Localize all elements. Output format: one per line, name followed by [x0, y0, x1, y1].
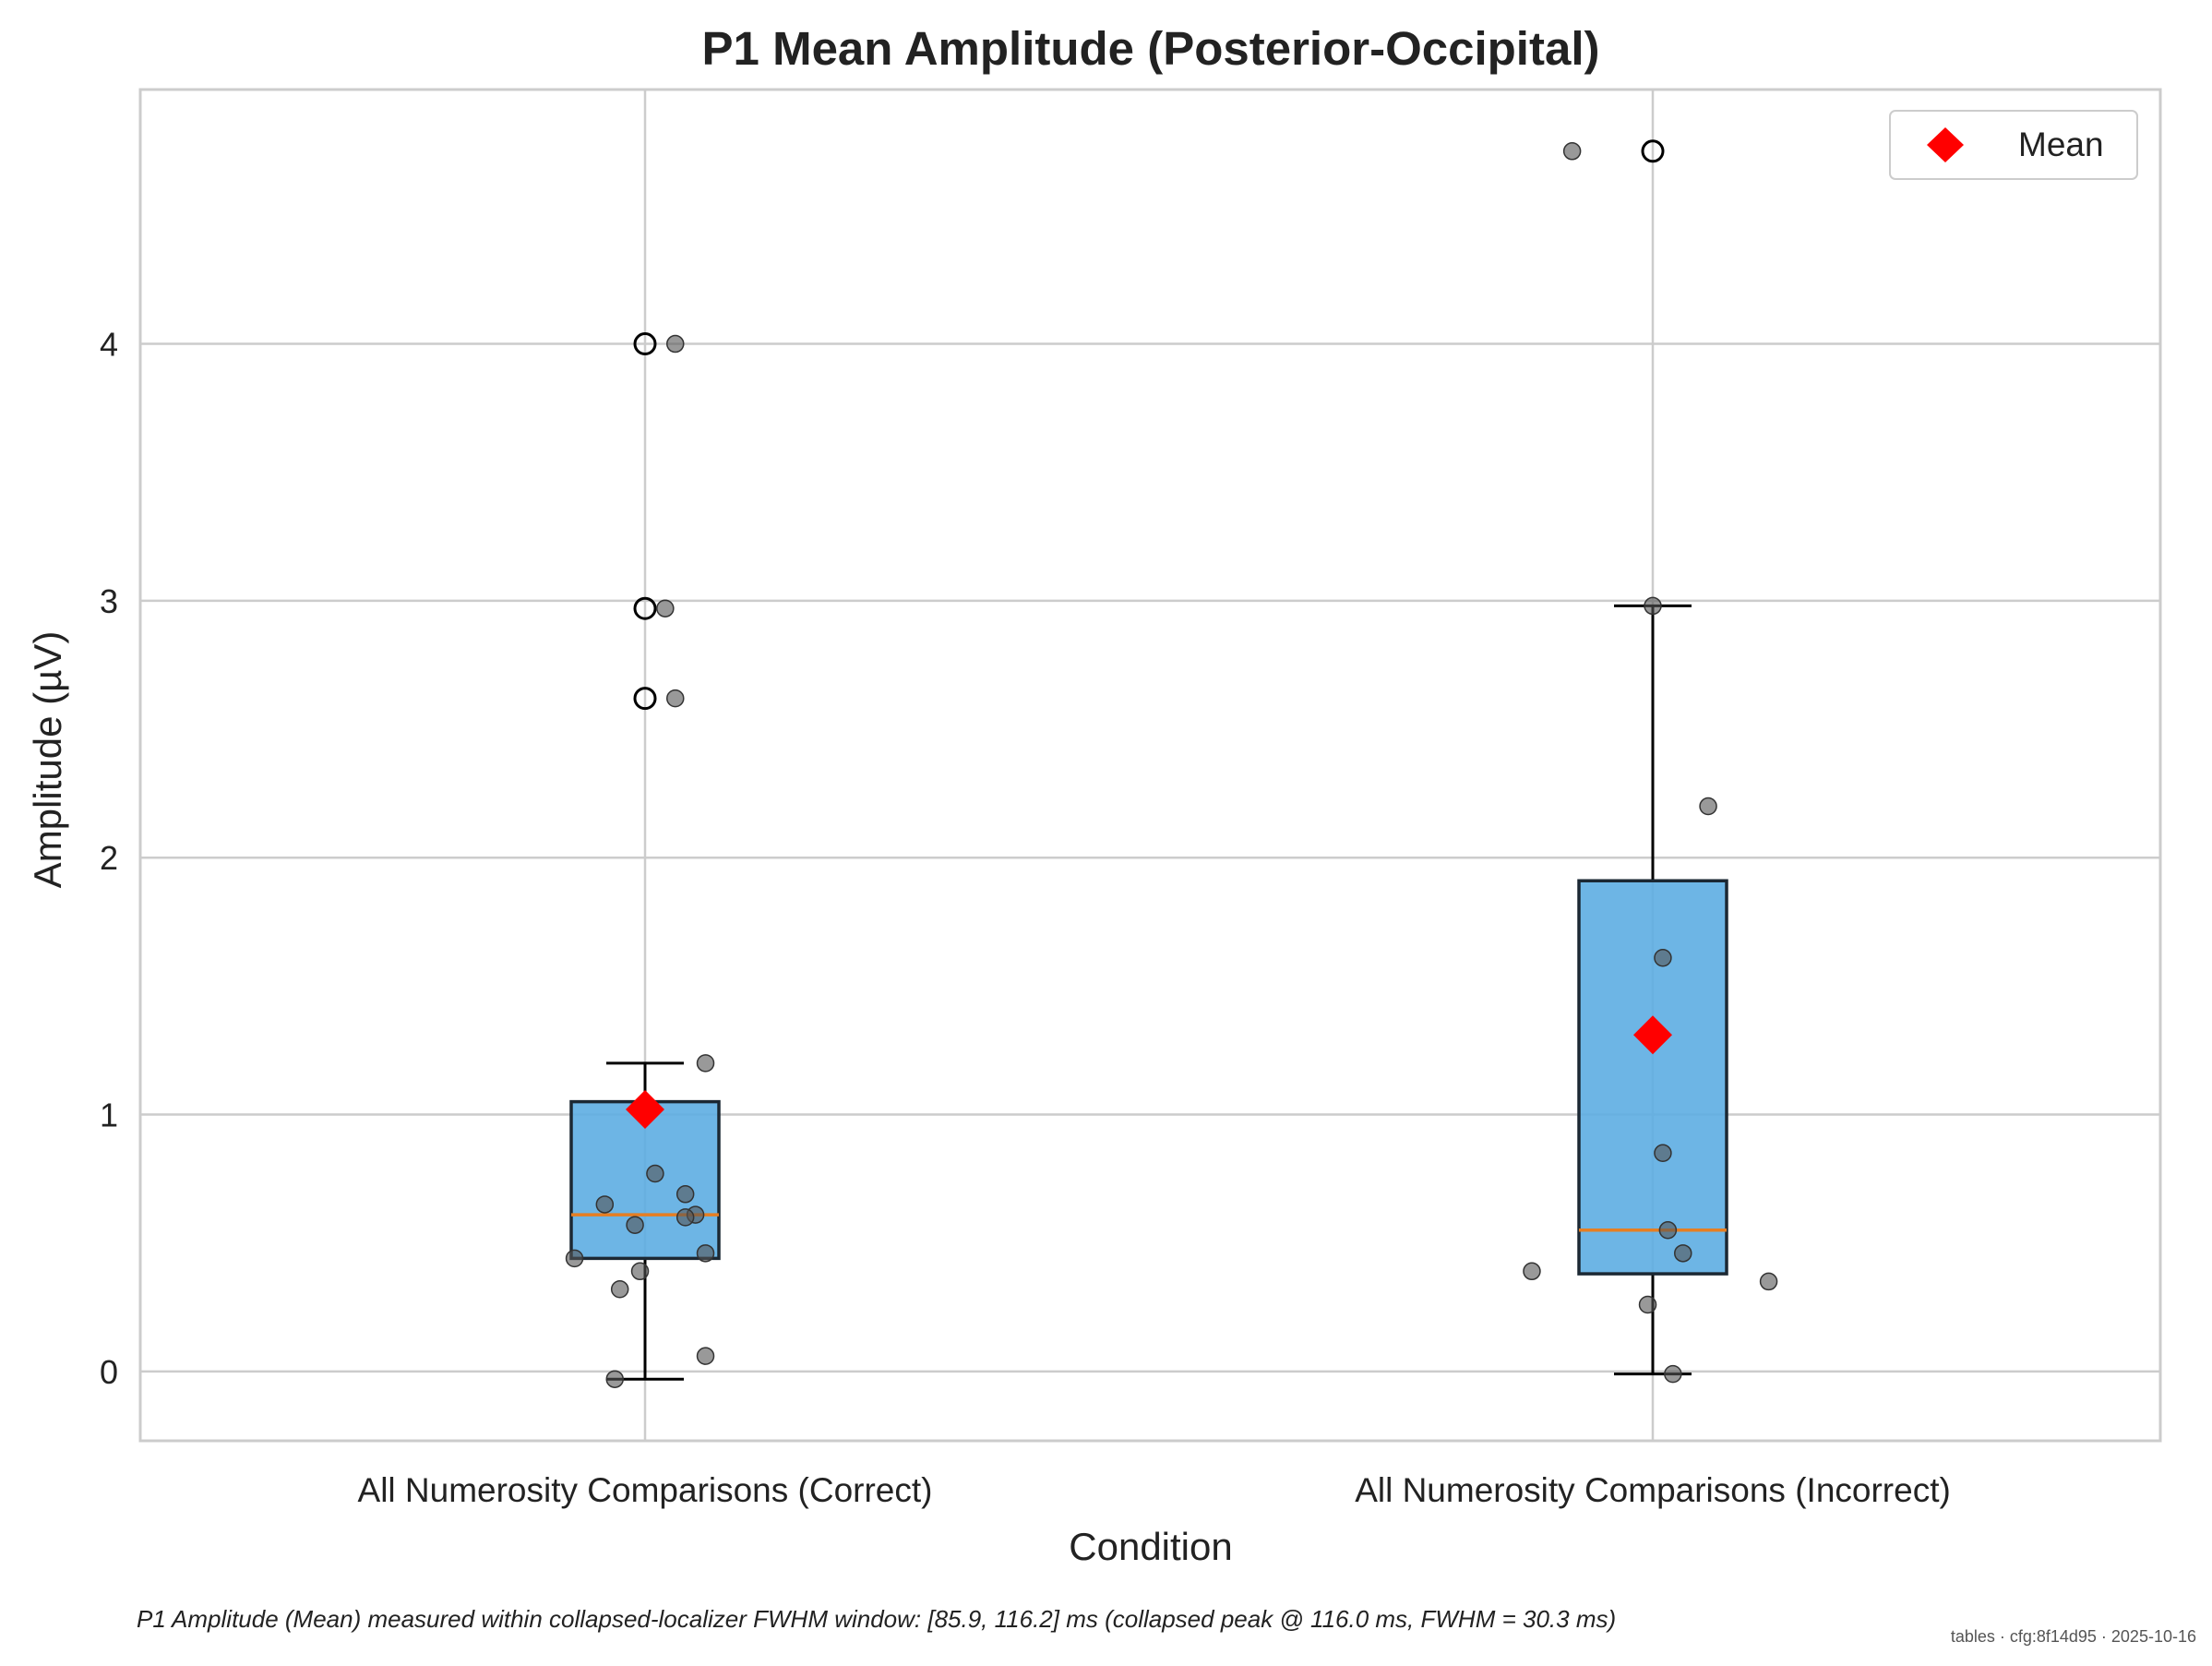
box-iqr	[1577, 879, 1728, 1276]
x-tick-label: All Numerosity Comparisons (Incorrect)	[1355, 1471, 1951, 1509]
data-point	[1658, 1221, 1678, 1240]
data-point	[1674, 1244, 1692, 1263]
mean-marker	[1633, 1015, 1672, 1055]
legend-mean-marker	[1927, 127, 1964, 162]
y-tick-label: 4	[100, 326, 118, 364]
data-point	[1638, 1295, 1657, 1314]
y-tick-label: 2	[100, 839, 118, 877]
watermark: tables · cfg:8f14d95 · 2025-10-16	[1951, 1627, 2196, 1646]
data-point	[676, 1208, 695, 1227]
data-point	[1523, 1262, 1541, 1281]
data-point	[1654, 948, 1672, 967]
legend-mean-label: Mean	[2018, 126, 2104, 163]
x-tick-label: All Numerosity Comparisons (Correct)	[358, 1471, 933, 1509]
data-point	[595, 1195, 615, 1214]
data-points	[565, 142, 1778, 1388]
data-point	[656, 599, 675, 617]
data-point	[626, 1216, 644, 1234]
data-point	[666, 689, 685, 708]
data-point	[1759, 1272, 1778, 1291]
data-point	[666, 334, 685, 354]
data-point	[565, 1249, 584, 1268]
data-point	[610, 1280, 629, 1299]
y-tick-label: 1	[100, 1097, 118, 1134]
data-point	[696, 1347, 715, 1365]
axis-ticks: 0 1 2 3 4 All Numerosity Comparisons (Correct…	[100, 326, 1951, 1509]
data-point	[646, 1164, 664, 1183]
outlier-marker	[633, 687, 657, 711]
chart-title: P1 Mean Amplitude (Posterior-Occipital)	[702, 22, 1600, 75]
outlier-marker	[633, 596, 657, 620]
outlier-marker	[633, 332, 657, 356]
data-point	[1654, 1144, 1672, 1163]
plot-frame	[138, 88, 2162, 1443]
data-point	[1644, 596, 1662, 616]
data-point	[630, 1262, 650, 1281]
legend: Mean	[1889, 110, 2138, 180]
outlier-marker	[1641, 139, 1665, 163]
mean-marker	[626, 1089, 664, 1129]
y-axis-label: Amplitude (µV)	[26, 631, 69, 889]
grid-lines	[140, 90, 2160, 1441]
data-point	[696, 1054, 715, 1073]
figure-caption: P1 Amplitude (Mean) measured within coll…	[137, 1605, 1616, 1633]
x-axis-label: Condition	[1069, 1525, 1232, 1568]
data-point	[1699, 797, 1717, 816]
data-point	[676, 1185, 695, 1204]
y-tick-label: 0	[100, 1353, 118, 1391]
data-point	[696, 1244, 715, 1263]
data-point	[1562, 142, 1582, 161]
y-tick-label: 3	[100, 582, 118, 620]
data-point	[1664, 1364, 1682, 1384]
legend-frame	[1889, 110, 2138, 180]
boxes	[569, 139, 1728, 1381]
data-point	[605, 1370, 624, 1388]
